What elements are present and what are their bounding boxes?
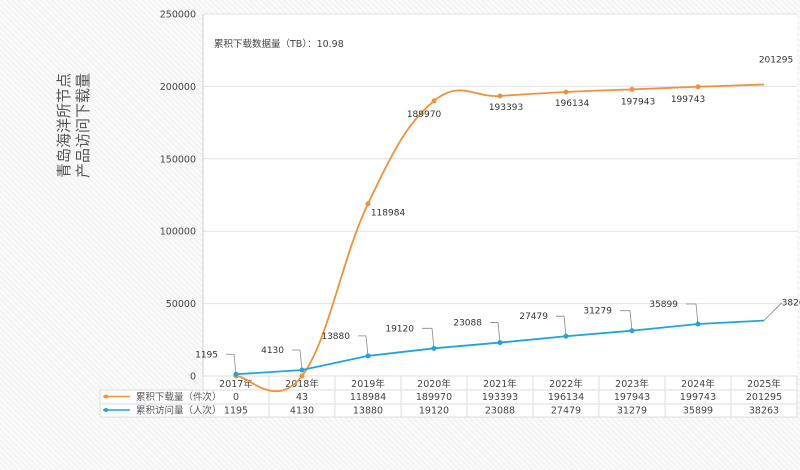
table-cell: 199743 xyxy=(680,392,716,403)
data-label: 118984 xyxy=(371,209,406,219)
x-tick-label: 2025年 xyxy=(747,378,781,390)
y-tick-label: 50000 xyxy=(166,299,196,310)
table-cell: 38263 xyxy=(749,406,779,417)
x-tick-label: 2022年 xyxy=(549,378,583,390)
data-point xyxy=(431,98,437,104)
data-label: 35899 xyxy=(649,300,678,310)
data-label: 201295 xyxy=(759,56,793,66)
data-label: 1195 xyxy=(195,350,218,360)
x-tick-label: 2019年 xyxy=(351,378,385,390)
table-cell: 31279 xyxy=(617,406,647,417)
annotation-total-tb: 累积下载数据量（TB）：10.98 xyxy=(214,39,344,50)
x-tick-label: 2018年 xyxy=(285,378,319,390)
table-cell: 13880 xyxy=(353,406,383,417)
leader-line xyxy=(422,327,435,349)
y-tick-label: 250000 xyxy=(160,10,196,21)
data-label: 27479 xyxy=(519,312,548,322)
data-label: 199743 xyxy=(671,95,705,105)
data-label: 197943 xyxy=(621,97,655,107)
data-point xyxy=(365,201,371,207)
data-label: 23088 xyxy=(453,319,482,329)
table-cell: 0 xyxy=(233,392,239,403)
series-line-0 xyxy=(235,83,765,393)
table-cell: 4130 xyxy=(290,406,314,417)
y-tick-label: 0 xyxy=(190,372,196,383)
table-cell: 118984 xyxy=(350,392,386,403)
x-tick-label: 2020年 xyxy=(417,378,451,390)
data-point xyxy=(299,373,305,379)
data-label: 38263 xyxy=(782,299,800,309)
data-label: 196134 xyxy=(555,99,590,109)
leader-line xyxy=(226,353,237,375)
x-tick-label: 2023年 xyxy=(615,378,649,390)
x-tick-label: 2017年 xyxy=(219,378,253,390)
data-label: 13880 xyxy=(321,332,350,342)
data-label: 193393 xyxy=(489,103,523,113)
table-cell: 197943 xyxy=(614,392,650,403)
table-cell: 196134 xyxy=(548,392,584,403)
table-cell: 35899 xyxy=(683,406,713,417)
data-label: 4130 xyxy=(261,346,284,356)
leader-line xyxy=(556,315,567,337)
table-cell: 189970 xyxy=(416,392,452,403)
leader-line xyxy=(292,349,303,371)
x-tick-label: 2021年 xyxy=(483,378,517,390)
table-cell: 43 xyxy=(296,392,308,403)
data-point xyxy=(497,93,503,99)
data-point xyxy=(695,84,701,90)
table-cell: 201295 xyxy=(746,392,782,403)
legend-marker xyxy=(104,408,108,412)
data-label: 19120 xyxy=(385,324,414,334)
data-label: 31279 xyxy=(583,307,612,317)
table-cell: 23088 xyxy=(485,406,515,417)
y-tick-label: 150000 xyxy=(160,154,196,165)
leader-line xyxy=(620,310,633,331)
plot-area xyxy=(203,14,797,376)
data-point xyxy=(629,86,635,92)
y-tick-label: 100000 xyxy=(160,227,196,238)
table-cell: 19120 xyxy=(419,406,449,417)
table-cell: 1195 xyxy=(224,406,248,417)
data-label: 189970 xyxy=(407,110,442,120)
legend-label: 累积访问量（人次） xyxy=(136,405,222,417)
leader-line xyxy=(686,303,699,325)
leader-line xyxy=(490,322,501,343)
x-tick-label: 2024年 xyxy=(681,378,715,390)
data-point xyxy=(563,89,569,95)
legend-label: 累积下载量（件次） xyxy=(136,391,222,403)
legend-marker xyxy=(104,394,108,399)
leader-line xyxy=(358,335,369,356)
y-tick-label: 200000 xyxy=(160,82,196,93)
leader-line xyxy=(763,302,783,321)
table-cell: 27479 xyxy=(551,406,581,417)
table-cell: 193393 xyxy=(482,392,518,403)
